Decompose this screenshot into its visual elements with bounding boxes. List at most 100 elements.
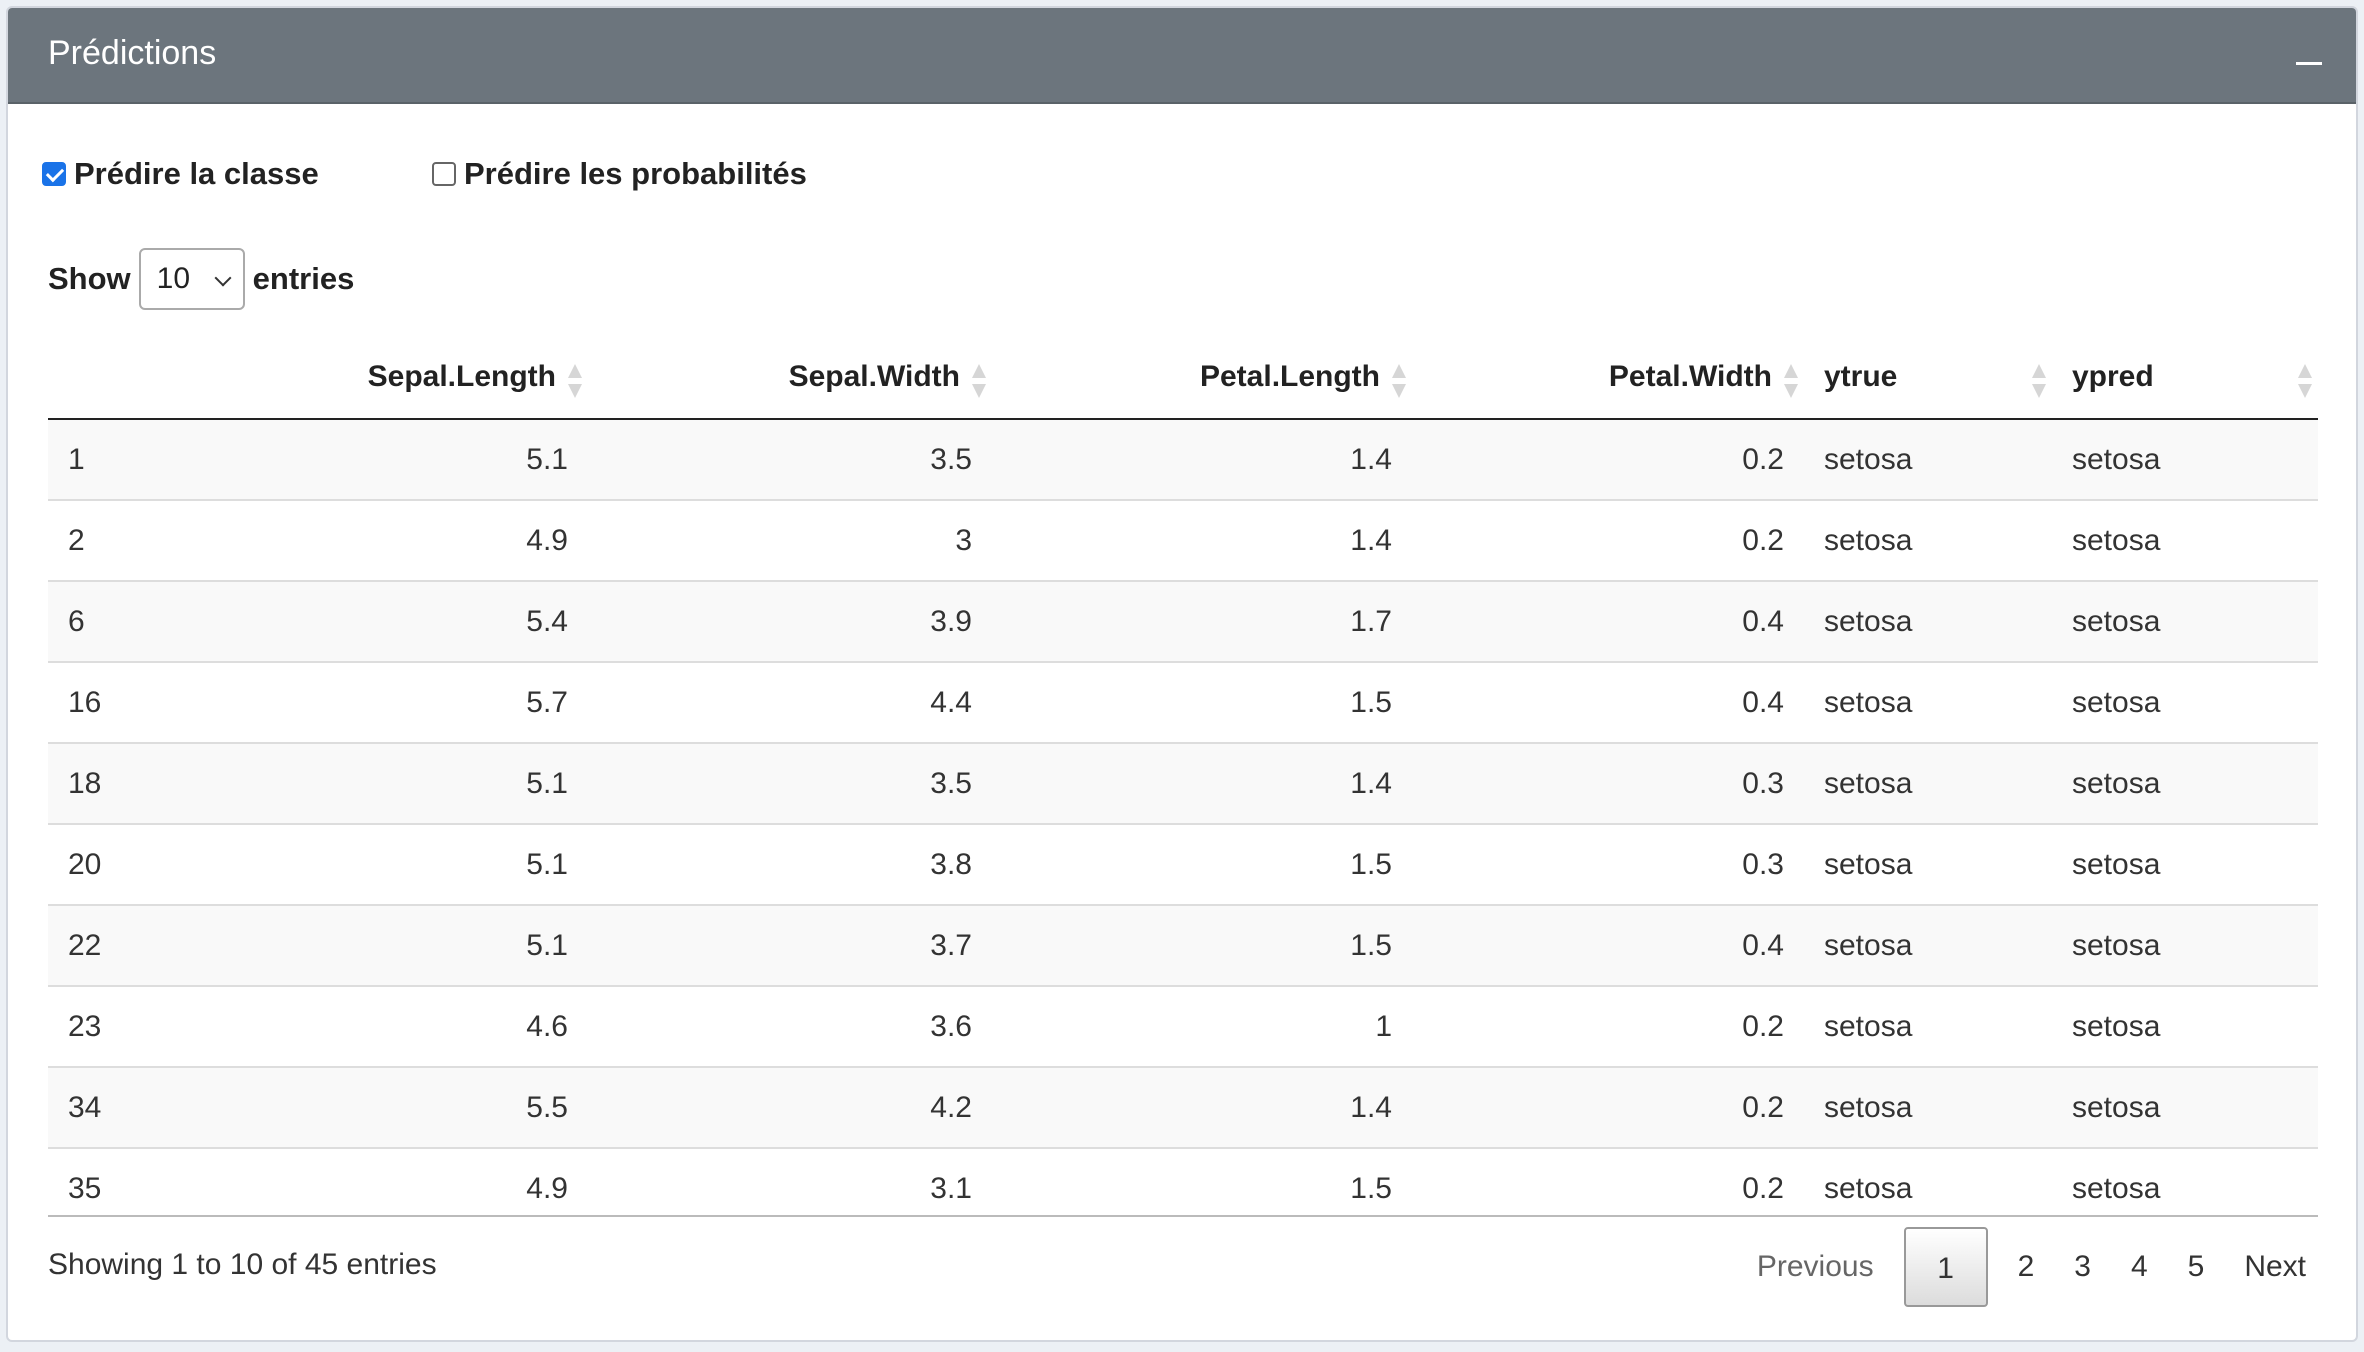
collapse-icon[interactable] bbox=[2296, 44, 2322, 70]
predictions-table: Sepal.Length Sepal.Width Petal.Length Pe… bbox=[48, 338, 2318, 1218]
page-button-2[interactable]: 2 bbox=[2017, 1250, 2035, 1283]
table-row[interactable]: 34 5.5 4.2 1.4 0.2 setosa setosa bbox=[48, 1067, 2318, 1149]
table-row[interactable]: 18 5.1 3.5 1.4 0.3 setosa setosa bbox=[48, 743, 2318, 825]
table-cell: 3.5 bbox=[588, 419, 992, 501]
entries-select[interactable]: 10 bbox=[138, 248, 245, 310]
table-cell: 4.2 bbox=[588, 1067, 992, 1149]
table-cell: 1.4 bbox=[992, 419, 1412, 501]
table-cell: 4.4 bbox=[588, 662, 992, 744]
table-cell: 18 bbox=[48, 743, 168, 825]
table-cell: setosa bbox=[2052, 419, 2318, 501]
table-cell: 5.1 bbox=[168, 905, 588, 987]
table-cell: 1.4 bbox=[992, 500, 1412, 582]
table-scroll-body[interactable]: Sepal.Length Sepal.Width Petal.Length Pe… bbox=[48, 338, 2318, 1218]
length-prefix: Show bbox=[48, 261, 131, 296]
table-cell: setosa bbox=[2052, 662, 2318, 744]
table-cell: setosa bbox=[2052, 581, 2318, 663]
table-cell: 0.2 bbox=[1412, 1067, 1804, 1149]
table-cell: 5.1 bbox=[168, 743, 588, 825]
table-cell: setosa bbox=[1804, 1148, 2052, 1218]
table-row[interactable]: 6 5.4 3.9 1.7 0.4 setosa setosa bbox=[48, 581, 2318, 663]
table-cell: 3.6 bbox=[588, 986, 992, 1068]
table-cell: 4.9 bbox=[168, 1148, 588, 1218]
table-row[interactable]: 22 5.1 3.7 1.5 0.4 setosa setosa bbox=[48, 905, 2318, 987]
table-cell: 3.1 bbox=[588, 1148, 992, 1218]
table-cell: setosa bbox=[2052, 824, 2318, 906]
table-cell: 34 bbox=[48, 1067, 168, 1149]
table-cell: 3.7 bbox=[588, 905, 992, 987]
table-cell: 5.1 bbox=[168, 824, 588, 906]
table-cell: 1.4 bbox=[992, 743, 1412, 825]
table-header-row: Sepal.Length Sepal.Width Petal.Length Pe… bbox=[48, 338, 2318, 420]
checkbox-unchecked-icon[interactable] bbox=[432, 162, 456, 186]
table-cell: setosa bbox=[1804, 743, 2052, 825]
table-row[interactable]: 23 4.6 3.6 1 0.2 setosa setosa bbox=[48, 986, 2318, 1068]
table-cell: setosa bbox=[1804, 986, 2052, 1068]
next-button[interactable]: Next bbox=[2244, 1250, 2306, 1283]
box-header: Prédictions bbox=[8, 8, 2356, 104]
table-cell: setosa bbox=[2052, 905, 2318, 987]
table-cell: 3.8 bbox=[588, 824, 992, 906]
table-cell: 0.4 bbox=[1412, 662, 1804, 744]
table-cell: 1.5 bbox=[992, 905, 1412, 987]
checkbox-checked-icon[interactable] bbox=[42, 162, 66, 186]
pagination: Previous 1 2 3 4 5 Next bbox=[1737, 1226, 2326, 1308]
column-header-index bbox=[48, 338, 168, 420]
table-cell: 0.4 bbox=[1412, 581, 1804, 663]
page-button-4[interactable]: 4 bbox=[2130, 1250, 2148, 1283]
page-button-3[interactable]: 3 bbox=[2074, 1250, 2091, 1283]
table-cell: setosa bbox=[1804, 581, 2052, 663]
predict-proba-checkbox[interactable]: Prédire les probabilités bbox=[432, 156, 807, 192]
table-row[interactable]: 20 5.1 3.8 1.5 0.3 setosa setosa bbox=[48, 824, 2318, 906]
column-header-ytrue[interactable]: ytrue bbox=[1804, 338, 2052, 420]
table-cell: 0.2 bbox=[1412, 986, 1804, 1068]
table-cell: 0.2 bbox=[1412, 1148, 1804, 1218]
column-header-petal-width[interactable]: Petal.Width bbox=[1412, 338, 1804, 420]
table-row[interactable]: 2 4.9 3 1.4 0.2 setosa setosa bbox=[48, 500, 2318, 582]
page-button-1[interactable]: 1 bbox=[1903, 1227, 1988, 1307]
page-button-5[interactable]: 5 bbox=[2187, 1250, 2205, 1283]
predictions-box: Prédictions Prédire la classe Prédire le… bbox=[6, 6, 2358, 1342]
table-cell: 4.9 bbox=[168, 500, 588, 582]
table-cell: 5.1 bbox=[168, 419, 588, 501]
column-header-sepal-width[interactable]: Sepal.Width bbox=[588, 338, 992, 420]
table-cell: 5.4 bbox=[168, 581, 588, 663]
table-row[interactable]: 35 4.9 3.1 1.5 0.2 setosa setosa bbox=[48, 1148, 2318, 1218]
column-header-ypred[interactable]: ypred bbox=[2052, 338, 2318, 420]
entries-select-value: 10 bbox=[156, 262, 191, 295]
sort-icon bbox=[2032, 364, 2046, 398]
table-row[interactable]: 16 5.7 4.4 1.5 0.4 setosa setosa bbox=[48, 662, 2318, 744]
sort-icon bbox=[2298, 364, 2312, 398]
table-cell: 0.3 bbox=[1412, 743, 1804, 825]
table-cell: setosa bbox=[1804, 905, 2052, 987]
table-cell: 1.5 bbox=[992, 1148, 1412, 1218]
table-cell: setosa bbox=[1804, 419, 2052, 501]
table-cell: 1.5 bbox=[992, 824, 1412, 906]
table-cell: setosa bbox=[1804, 662, 2052, 744]
table-cell: 0.2 bbox=[1412, 500, 1804, 582]
column-header-petal-length[interactable]: Petal.Length bbox=[992, 338, 1412, 420]
table-cell: 16 bbox=[48, 662, 168, 744]
sort-icon bbox=[568, 364, 582, 398]
predict-class-checkbox[interactable]: Prédire la classe bbox=[42, 156, 319, 192]
table-cell: 2 bbox=[48, 500, 168, 582]
table-cell: 5.7 bbox=[168, 662, 588, 744]
column-header-sepal-length[interactable]: Sepal.Length bbox=[168, 338, 588, 420]
table-cell: 6 bbox=[48, 581, 168, 663]
table-row[interactable]: 1 5.1 3.5 1.4 0.2 setosa setosa bbox=[48, 419, 2318, 501]
table-cell: 35 bbox=[48, 1148, 168, 1218]
table-cell: 22 bbox=[48, 905, 168, 987]
chevron-down-icon bbox=[214, 269, 232, 287]
table-cell: setosa bbox=[2052, 1067, 2318, 1149]
table-cell: setosa bbox=[1804, 500, 2052, 582]
box-title: Prédictions bbox=[48, 34, 217, 72]
previous-button[interactable]: Previous bbox=[1756, 1250, 1874, 1283]
table-cell: 3.9 bbox=[588, 581, 992, 663]
table-cell: 5.5 bbox=[168, 1067, 588, 1149]
table-cell: 1.5 bbox=[992, 662, 1412, 744]
table-cell: 3 bbox=[588, 500, 992, 582]
table-cell: setosa bbox=[2052, 1148, 2318, 1218]
table-cell: 4.6 bbox=[168, 986, 588, 1068]
table-cell: 1 bbox=[48, 419, 168, 501]
length-menu: Show 10 entries bbox=[48, 248, 354, 310]
